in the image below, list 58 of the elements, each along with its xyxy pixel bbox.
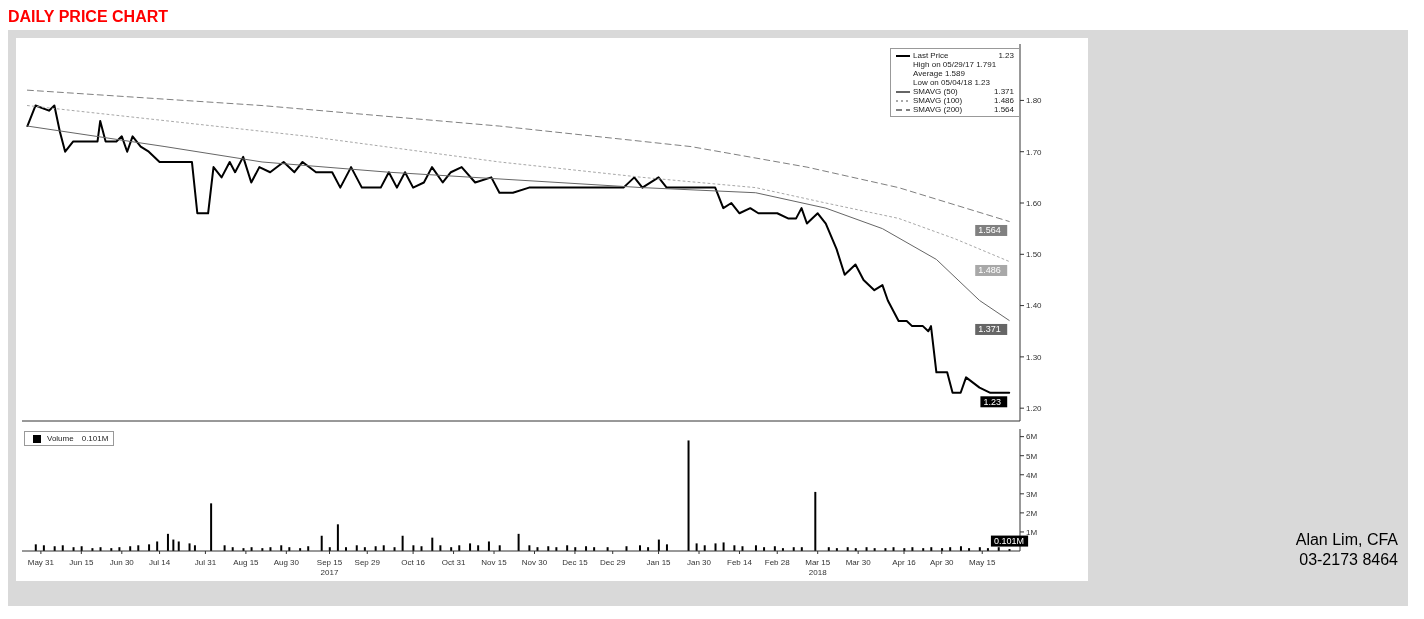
y-tick-label: 1M [1026, 527, 1038, 537]
chart-title: DAILY PRICE CHART [8, 8, 170, 27]
x-tick-label: Apr 16 [892, 558, 917, 567]
x-tick-label: May 15 [969, 558, 996, 567]
y-tick-label: 1.70 [1026, 147, 1043, 157]
text: 1.564 [993, 105, 1014, 114]
y-tick-label: 1.80 [1026, 96, 1043, 106]
x-tick-label: Jun 15 [69, 558, 94, 567]
x-tick-label: Aug 30 [273, 558, 300, 567]
x-tick-label: Oct 31 [441, 558, 466, 567]
y-tick-label: 1.60 [1026, 198, 1043, 208]
annotation: Low on 05/04/18 1.23 [912, 78, 991, 87]
data-label: 1.486 [978, 265, 1001, 276]
legend-label: Last Price [913, 51, 950, 60]
text: 1.371 [993, 87, 1014, 96]
x-tick-label: Jan 30 [687, 558, 712, 567]
x-tick-label: Jan 15 [646, 558, 672, 567]
x-tick-label: Sep 15 2017 [316, 558, 343, 577]
text: 1.486 [993, 96, 1014, 105]
x-tick-label: Mar 30 [845, 558, 872, 567]
y-tick-label: 6M [1026, 432, 1038, 442]
y-tick-label: 1.20 [1026, 404, 1043, 414]
y-tick-label: 3M [1026, 489, 1038, 499]
annotation: High on 05/29/17 1.791 [912, 60, 998, 69]
x-tick-label: Oct 16 [401, 558, 426, 567]
y-tick-label: 5M [1026, 451, 1038, 461]
annotation: Average 1.589 [912, 69, 966, 78]
x-tick-label: Nov 30 [521, 558, 548, 567]
x-tick-label: Apr 30 [929, 558, 955, 567]
legend-label: SMAVG (100) [913, 96, 964, 105]
y-tick-label: 1.30 [1026, 352, 1043, 362]
x-tick-label: Dec 29 [600, 558, 626, 567]
x-tick-label: Jul 14 [148, 558, 171, 567]
data-label: 1.371 [978, 324, 1001, 335]
x-tick-label: Nov 15 [481, 558, 508, 567]
x-tick-label: Mar 15 2018 [805, 558, 831, 577]
y-tick-label: 1.50 [1026, 250, 1043, 260]
x-tick-label: Jun 30 [109, 558, 135, 567]
x-tick-label: May 31 [27, 558, 55, 567]
data-label: 1.23 [983, 396, 1001, 407]
x-tick-label: Feb 14 [727, 558, 753, 567]
y-tick-label: 1.40 [1026, 301, 1043, 311]
x-tick-label: Aug 15 [233, 558, 260, 567]
legend-label: Volume [47, 434, 74, 443]
x-tick-label: Feb 28 [764, 558, 791, 567]
text: Alan Lim, CFA [1295, 530, 1398, 550]
legend-label: SMAVG (50) [913, 87, 959, 96]
x-tick-label: Sep 29 [354, 558, 381, 567]
legend-box: Volume 0.101M [24, 431, 115, 446]
data-label: 1.564 [978, 225, 1001, 236]
y-tick-label: 4M [1026, 470, 1038, 480]
text: 03-2173 8464 [1298, 550, 1398, 570]
text: 1.23 [998, 51, 1014, 60]
data-label: 0.101M [993, 536, 1024, 547]
legend-label: SMAVG (200) [913, 105, 964, 114]
y-tick-label: 2M [1026, 508, 1038, 518]
x-tick-label: Dec 15 [562, 558, 589, 567]
x-tick-label: Jul 31 [194, 558, 217, 567]
